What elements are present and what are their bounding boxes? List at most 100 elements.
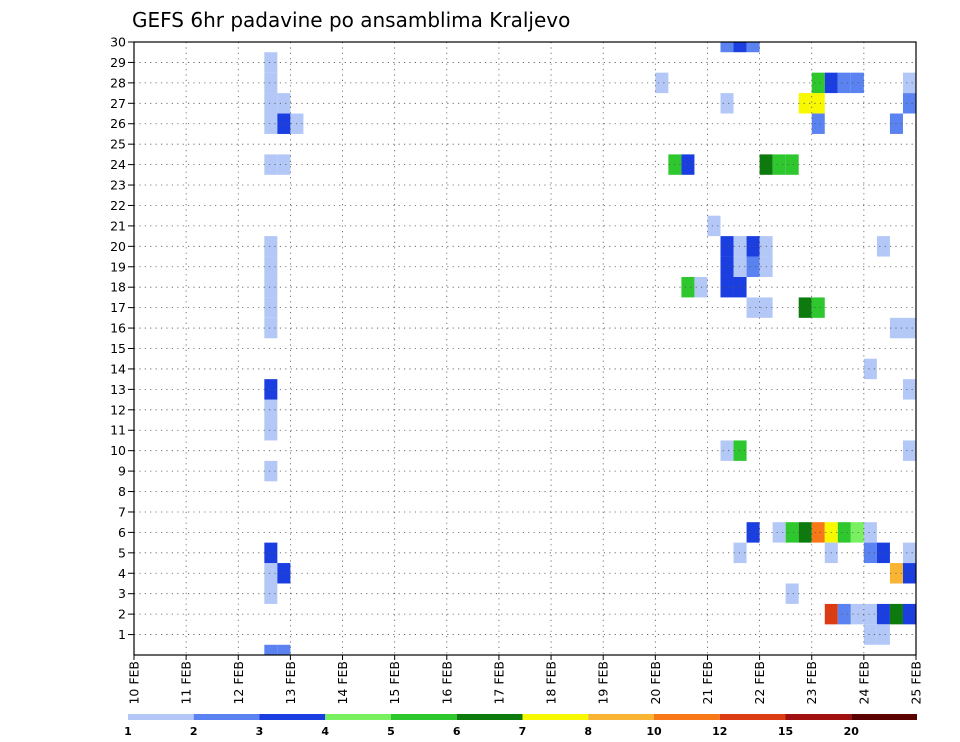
precip-cell [798, 297, 812, 318]
precip-cell [746, 522, 760, 543]
precip-cell [902, 542, 916, 564]
precip-cell [902, 440, 916, 461]
x-tick-label: 15 FEB [387, 661, 402, 705]
y-tick-label: 25 [110, 137, 126, 152]
y-tick-label: 12 [110, 402, 126, 417]
precip-cell [277, 644, 291, 655]
precip-cell [811, 72, 825, 94]
precip-cell [264, 379, 278, 400]
y-tick-label: 15 [110, 341, 126, 356]
precip-cell [733, 256, 747, 277]
precip-cell [733, 236, 747, 257]
legend-swatch [654, 714, 720, 720]
precip-cell [746, 42, 760, 53]
precip-cell [850, 522, 864, 543]
precip-cell [902, 317, 916, 339]
x-tick-label: 11 FEB [179, 661, 194, 705]
precip-cell [720, 42, 734, 53]
cells-layer [264, 42, 916, 655]
precip-cell [733, 542, 747, 564]
x-tick-label: 20 FEB [648, 661, 663, 705]
x-tick-label: 14 FEB [335, 661, 350, 705]
precip-cell [746, 256, 760, 277]
legend-swatch [719, 714, 786, 720]
legend-label: 1 [124, 725, 132, 738]
y-axis: 1234567891011121314151617181920212223242… [110, 35, 134, 642]
y-tick-label: 27 [110, 96, 126, 111]
grid-layer [134, 42, 916, 655]
y-tick-label: 20 [110, 239, 126, 254]
precip-cell [837, 72, 851, 94]
legend-swatch [259, 714, 326, 720]
precip-cell [264, 113, 278, 134]
precip-cell [811, 522, 825, 543]
legend-label: 10 [646, 725, 662, 738]
legend-swatch [128, 714, 194, 720]
chart-title: GEFS 6hr padavine po ansamblima Kraljevo [132, 8, 570, 32]
legend-swatch [456, 714, 523, 720]
y-tick-label: 1 [118, 627, 126, 642]
precip-cell [785, 154, 799, 175]
legend-swatch [391, 714, 457, 720]
legend-label: 3 [256, 725, 264, 738]
precip-cell [264, 52, 278, 73]
precip-cell [681, 276, 695, 298]
y-tick-label: 16 [110, 321, 126, 336]
precip-cell [850, 72, 864, 94]
y-tick-label: 23 [110, 178, 126, 193]
y-tick-label: 11 [110, 423, 126, 438]
y-tick-label: 4 [118, 566, 126, 581]
precip-cell [850, 603, 864, 625]
legend-label: 12 [712, 725, 727, 738]
precip-cell [277, 563, 291, 584]
precip-cell [264, 563, 278, 584]
legend-swatch [522, 714, 589, 720]
precip-cell [785, 583, 799, 604]
y-tick-label: 6 [118, 525, 126, 540]
precip-cell [837, 603, 851, 625]
x-axis: 10 FEB 11 FEB 12 FEB 13 FEB 14 FEB 15 FEB 16 F… [127, 655, 924, 705]
precip-cell [772, 154, 786, 175]
x-tick-label: 18 FEB [544, 661, 559, 705]
x-tick-label: 13 FEB [283, 661, 298, 705]
y-tick-label: 30 [110, 35, 126, 50]
y-tick-label: 10 [110, 443, 126, 458]
x-tick-label: 21 FEB [700, 661, 715, 705]
precip-cell [277, 93, 291, 114]
x-tick-label: 23 FEB [804, 661, 819, 705]
precip-cell [746, 297, 760, 318]
precip-cell [264, 583, 278, 604]
precip-cell [264, 644, 278, 655]
legend-label: 2 [190, 725, 198, 738]
precip-cell [720, 236, 734, 257]
precip-cell [863, 542, 877, 564]
precip-cell [902, 379, 916, 400]
precip-cell [902, 93, 916, 114]
y-tick-label: 29 [110, 55, 126, 70]
precip-cell [264, 276, 278, 298]
x-tick-label: 19 FEB [596, 661, 611, 705]
precip-cell [264, 236, 278, 257]
precip-cell [694, 276, 708, 298]
precip-cell [264, 399, 278, 421]
y-tick-label: 22 [110, 198, 126, 213]
precip-cell [264, 72, 278, 94]
y-tick-label: 19 [110, 259, 126, 274]
x-tick-label: 17 FEB [491, 661, 506, 705]
precip-cell [720, 440, 734, 461]
precip-cell [811, 297, 825, 318]
precip-cell [772, 522, 786, 543]
y-tick-label: 26 [110, 116, 126, 131]
precip-cell [264, 420, 278, 441]
y-tick-label: 28 [110, 75, 126, 90]
y-tick-label: 13 [110, 382, 126, 397]
legend-label: 5 [387, 725, 395, 738]
y-tick-label: 5 [118, 545, 126, 560]
precip-cell [785, 522, 799, 543]
precip-cell [720, 276, 734, 298]
x-tick-label: 24 FEB [856, 661, 871, 705]
precip-cell [837, 522, 851, 543]
precip-cell [746, 236, 760, 257]
precip-cell [733, 42, 747, 53]
precip-cell [876, 624, 890, 645]
